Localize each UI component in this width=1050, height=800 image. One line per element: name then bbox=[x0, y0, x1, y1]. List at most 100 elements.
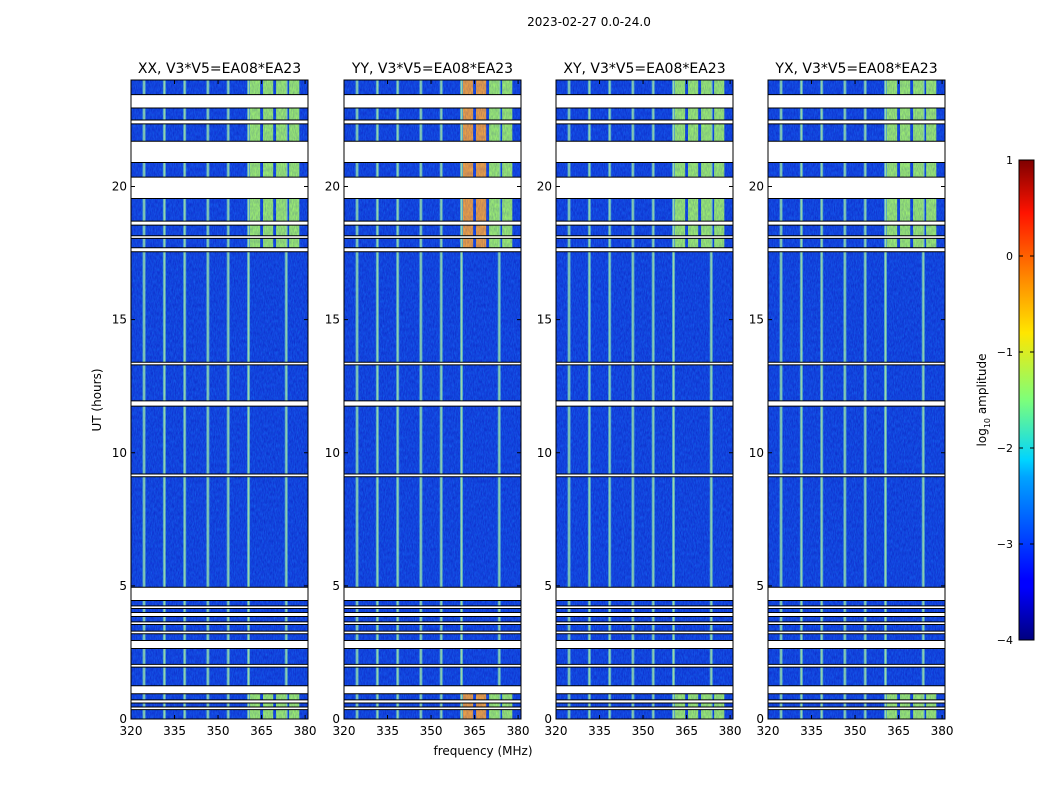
x-tick-label: 365 bbox=[250, 724, 273, 738]
flagged-band bbox=[344, 664, 521, 668]
rfi-block-texture bbox=[674, 80, 686, 251]
colorbar-label: log10 amplitude bbox=[975, 354, 992, 447]
panel-2: YY, V3*V5=EA08*EA23 320 335 350 365 380 0 5 10 15… bbox=[325, 61, 530, 738]
flagged-band bbox=[556, 707, 733, 710]
rfi-block-texture bbox=[476, 80, 487, 251]
flagged-band bbox=[556, 400, 733, 407]
flagged-band bbox=[344, 221, 521, 226]
rfi-channel-core bbox=[780, 80, 782, 719]
rfi-block-texture bbox=[462, 80, 474, 251]
rfi-block-texture bbox=[249, 80, 261, 251]
colorbar-label-main: log bbox=[975, 428, 989, 446]
panel-heatmap bbox=[131, 80, 308, 719]
flagged-band bbox=[344, 685, 521, 694]
flagged-band bbox=[344, 119, 521, 124]
y-tick-label: 10 bbox=[112, 446, 127, 460]
colorbar-tick-label: −3 bbox=[997, 538, 1013, 551]
flagged-band bbox=[556, 685, 733, 694]
rfi-channel-core bbox=[285, 80, 287, 719]
rfi-channel-core bbox=[184, 80, 186, 719]
flagged-band bbox=[768, 247, 945, 252]
rfi-block-texture bbox=[263, 80, 274, 251]
rfi-block-texture bbox=[714, 80, 725, 251]
flagged-band bbox=[768, 612, 945, 617]
flagged-band bbox=[556, 621, 733, 625]
rfi-channel-core bbox=[207, 80, 209, 719]
flagged-band bbox=[556, 119, 733, 124]
flagged-band bbox=[556, 640, 733, 649]
flagged-band bbox=[556, 631, 733, 634]
rfi-channel-core bbox=[821, 80, 823, 719]
flagged-band bbox=[556, 221, 733, 226]
x-axis-label: frequency (MHz) bbox=[433, 744, 532, 758]
rfi-block-texture bbox=[489, 80, 500, 251]
panel-title: XX, V3*V5=EA08*EA23 bbox=[138, 61, 301, 77]
rfi-channel-core bbox=[227, 80, 229, 719]
flagged-band bbox=[768, 631, 945, 634]
panel-title: YX, V3*V5=EA08*EA23 bbox=[774, 61, 937, 77]
flagged-band bbox=[131, 621, 308, 625]
rfi-channel-core bbox=[922, 80, 924, 719]
flagged-band bbox=[768, 235, 945, 239]
flagged-band bbox=[344, 612, 521, 617]
y-tick-label: 0 bbox=[544, 712, 552, 726]
x-tick-label: 380 bbox=[719, 724, 742, 738]
y-tick-label: 15 bbox=[537, 313, 552, 327]
y-tick-label: 10 bbox=[537, 446, 552, 460]
flagged-band bbox=[768, 400, 945, 407]
flagged-band bbox=[768, 94, 945, 108]
flagged-band bbox=[344, 640, 521, 649]
rfi-channel-core bbox=[632, 80, 634, 719]
rfi-block-texture bbox=[886, 80, 898, 251]
flagged-band bbox=[556, 247, 733, 252]
colorbar-label-rest: amplitude bbox=[975, 354, 989, 418]
rfi-channel-core bbox=[844, 80, 846, 719]
flagged-band bbox=[344, 247, 521, 252]
figure-title: 2023-02-27 0.0-24.0 bbox=[527, 15, 651, 29]
rfi-channel-core bbox=[248, 80, 250, 719]
y-tick-label: 0 bbox=[332, 712, 340, 726]
y-tick-label: 20 bbox=[112, 180, 127, 194]
rfi-channel-core bbox=[440, 80, 442, 719]
flagged-band bbox=[768, 707, 945, 710]
flagged-band bbox=[556, 235, 733, 239]
x-tick-label: 350 bbox=[844, 724, 867, 738]
flagged-band bbox=[344, 362, 521, 365]
flagged-band bbox=[556, 699, 733, 704]
rfi-channel-core bbox=[163, 80, 165, 719]
flagged-band bbox=[556, 605, 733, 609]
flagged-band bbox=[131, 685, 308, 694]
panel-frame bbox=[130, 79, 309, 720]
rfi-channel-core bbox=[376, 80, 378, 719]
rfi-block-texture bbox=[701, 80, 712, 251]
rfi-channel-core bbox=[588, 80, 590, 719]
rfi-channel-core bbox=[609, 80, 611, 719]
flagged-band bbox=[344, 235, 521, 239]
rfi-channel-core bbox=[568, 80, 570, 719]
y-tick-label: 15 bbox=[325, 313, 340, 327]
flagged-band bbox=[131, 612, 308, 617]
x-tick-label: 335 bbox=[588, 724, 611, 738]
colorbar-tick-label: 0 bbox=[1006, 250, 1013, 263]
panel-heatmap bbox=[556, 80, 733, 719]
y-tick-label: 0 bbox=[119, 712, 127, 726]
y-tick-label: 15 bbox=[749, 313, 764, 327]
flagged-band bbox=[768, 141, 945, 163]
rfi-channel-core bbox=[800, 80, 802, 719]
flagged-band bbox=[131, 640, 308, 649]
flagged-band bbox=[768, 685, 945, 694]
rfi-channel-core bbox=[498, 80, 500, 719]
flagged-band bbox=[556, 664, 733, 668]
colorbar-tick-label: 1 bbox=[1006, 154, 1013, 167]
flagged-band bbox=[768, 177, 945, 199]
x-tick-label: 350 bbox=[420, 724, 443, 738]
x-tick-label: 350 bbox=[632, 724, 655, 738]
rfi-block-texture bbox=[900, 80, 911, 251]
y-tick-label: 5 bbox=[544, 579, 552, 593]
panels: XX, V3*V5=EA08*EA23 320 335 350 365 380 0 5 10 15… bbox=[112, 61, 954, 738]
flagged-band bbox=[131, 707, 308, 710]
flagged-band bbox=[131, 605, 308, 609]
panel-title: YY, V3*V5=EA08*EA23 bbox=[351, 61, 513, 77]
rfi-block-texture bbox=[688, 80, 699, 251]
